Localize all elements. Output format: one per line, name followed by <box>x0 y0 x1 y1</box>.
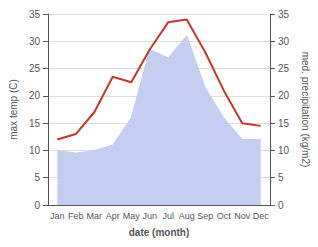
svg-text:35: 35 <box>278 9 290 20</box>
svg-text:Jan: Jan <box>50 211 65 221</box>
svg-text:date (month): date (month) <box>129 227 190 238</box>
svg-text:Apr: Apr <box>106 211 120 221</box>
svg-text:Jun: Jun <box>142 211 157 221</box>
svg-text:Nov: Nov <box>234 211 251 221</box>
svg-text:Jul: Jul <box>162 211 174 221</box>
svg-text:10: 10 <box>29 145 41 156</box>
svg-text:Feb: Feb <box>68 211 84 221</box>
svg-text:10: 10 <box>278 145 290 156</box>
svg-text:20: 20 <box>29 90 41 101</box>
svg-text:Aug: Aug <box>179 211 195 221</box>
svg-text:Sep: Sep <box>197 211 213 221</box>
svg-text:30: 30 <box>278 36 290 47</box>
svg-text:0: 0 <box>34 200 40 211</box>
svg-text:25: 25 <box>29 63 41 74</box>
svg-text:Dec: Dec <box>253 211 270 221</box>
svg-text:Oct: Oct <box>217 211 232 221</box>
svg-text:35: 35 <box>29 9 41 20</box>
svg-text:May: May <box>123 211 141 221</box>
svg-text:max temp (C): max temp (C) <box>8 79 19 140</box>
svg-text:20: 20 <box>278 90 290 101</box>
svg-text:30: 30 <box>29 36 41 47</box>
svg-text:15: 15 <box>278 118 290 129</box>
svg-text:5: 5 <box>34 172 40 183</box>
svg-text:25: 25 <box>278 63 290 74</box>
svg-text:Mar: Mar <box>87 211 103 221</box>
svg-text:5: 5 <box>278 172 284 183</box>
svg-text:0: 0 <box>278 200 284 211</box>
svg-text:15: 15 <box>29 118 41 129</box>
svg-text:med. precipitation (kg/m2): med. precipitation (kg/m2) <box>300 52 311 168</box>
